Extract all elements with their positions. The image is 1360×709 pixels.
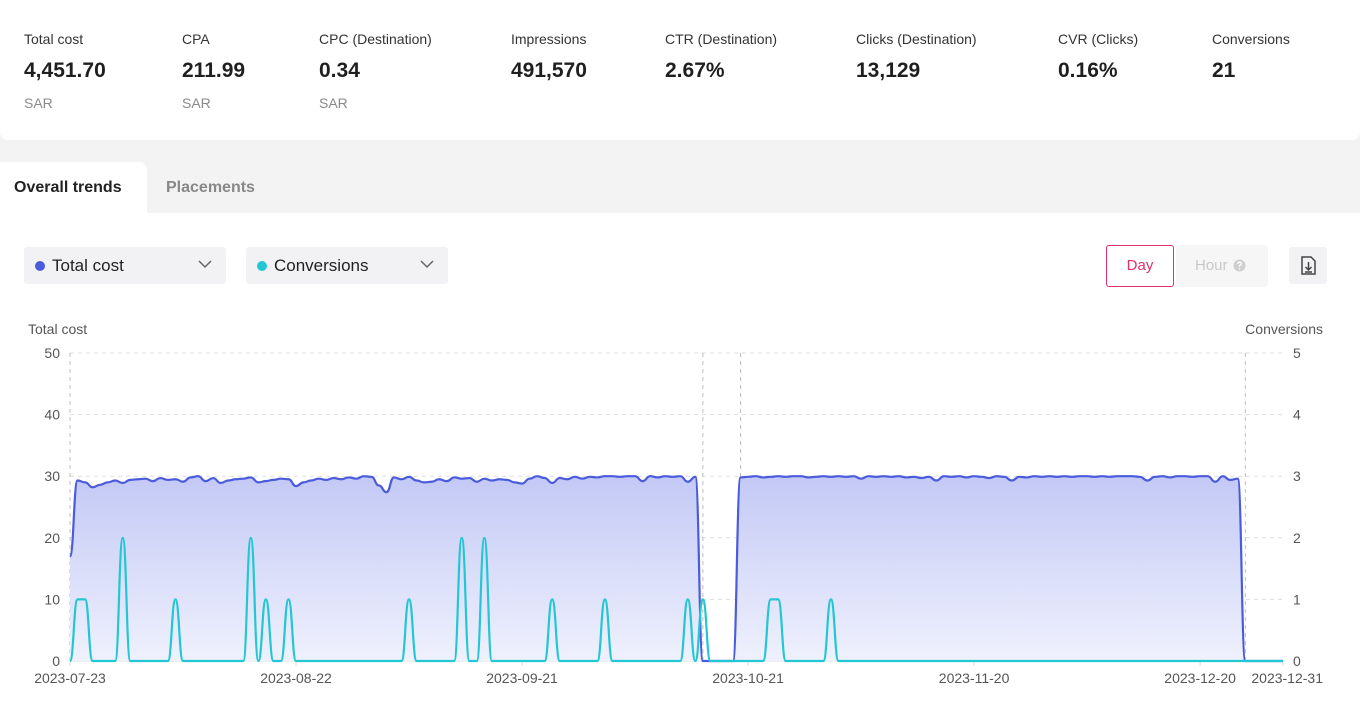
y2-axis-title: Conversions [1245, 321, 1323, 337]
chevron-icon [420, 260, 434, 269]
download-icon [1301, 256, 1316, 275]
y-tick-label: 40 [44, 407, 60, 423]
line [68, 536, 1283, 663]
metric: Total cost 4,451.70 SAR [24, 31, 106, 111]
hour-label: Hour [1195, 257, 1228, 274]
metric-value: 4,451.70 [24, 59, 106, 82]
metric-label: CVR (Clicks) [1058, 31, 1139, 47]
y-tick-label: 10 [44, 591, 60, 607]
y2-tick-label: 5 [1293, 345, 1301, 361]
metric: CPC (Destination) 0.34 SAR [319, 31, 432, 111]
metric-value: 13,129 [856, 59, 921, 82]
y2-tick-label: 2 [1293, 530, 1301, 546]
metric-select[interactable]: Total cost [24, 247, 226, 284]
metric: Impressions 491,570 [511, 31, 587, 83]
metric: CVR (Clicks) 0.16% [1058, 31, 1138, 83]
metric: CTR (Destination) 2.67% [665, 31, 777, 83]
x-tick-label: 2023-12-20 [1164, 670, 1236, 686]
y-axis-title: Total cost [28, 321, 87, 337]
trend-chart: Total cost Conversions 0 10 20 30 40 50 0 1 2 3 4 5… [28, 321, 1323, 686]
metric-value: 21 [1212, 59, 1236, 82]
y-tick-label: 50 [44, 345, 60, 361]
y2-tick-label: 3 [1293, 468, 1301, 484]
metric-value: 2.67% [665, 59, 725, 82]
metric-value: 0.34 [319, 59, 360, 82]
y2-tick-label: 1 [1293, 591, 1301, 607]
select-label: Conversions [274, 256, 369, 275]
area [70, 476, 1283, 661]
x-tick-label: 2023-08-22 [260, 670, 332, 686]
metric-label: Total cost [24, 31, 84, 47]
metric-label: Conversions [1212, 31, 1290, 47]
hour-button[interactable]: Hour [1176, 245, 1268, 287]
x-tick-label: 2023-10-21 [712, 670, 784, 686]
tab[interactable]: Overall trends [0, 162, 147, 214]
metric-label: CPA [182, 31, 210, 47]
select-label: Total cost [52, 256, 124, 275]
metric-unit: SAR [319, 95, 348, 111]
x-tick-label: 2023-12-31 [1251, 670, 1323, 686]
y-tick-label: 0 [52, 653, 60, 669]
metric-label: Impressions [511, 31, 587, 47]
metric: Clicks (Destination) 13,129 [856, 31, 977, 83]
x-tick-label: 2023-09-21 [486, 670, 558, 686]
line [68, 475, 1283, 663]
metric-select[interactable]: Conversions [246, 247, 448, 284]
metrics-card: Total cost 4,451.70 SAR CPA 211.99 SAR CPC (De… [0, 0, 1360, 140]
y-tick-label: 30 [44, 468, 60, 484]
x-tick-label: 2023-11-20 [939, 670, 1010, 686]
chevron-icon [198, 260, 212, 269]
metric: CPA 211.99 SAR [182, 31, 245, 111]
metric-unit: SAR [182, 95, 211, 111]
tab[interactable]: Placements [166, 179, 255, 196]
metric-unit: SAR [24, 95, 53, 111]
y-tick-label: 20 [44, 530, 60, 546]
series-dot [257, 261, 267, 271]
help-icon [1233, 259, 1246, 272]
x-tick-label: 2023-07-23 [34, 670, 106, 686]
metric-label: CTR (Destination) [665, 31, 778, 47]
y2-tick-label: 4 [1293, 407, 1301, 423]
metric-value: 491,570 [511, 59, 587, 82]
metric-label: CPC (Destination) [319, 31, 432, 47]
metric-label: Clicks (Destination) [856, 31, 977, 47]
metric-value: 211.99 [182, 59, 246, 82]
y2-tick-label: 0 [1293, 653, 1301, 669]
metric-value: 0.16% [1058, 59, 1118, 82]
metric: Conversions 21 [1212, 31, 1290, 83]
day-button[interactable]: Day [1106, 245, 1174, 287]
series-dot [35, 261, 45, 271]
download-button[interactable] [1289, 247, 1327, 284]
